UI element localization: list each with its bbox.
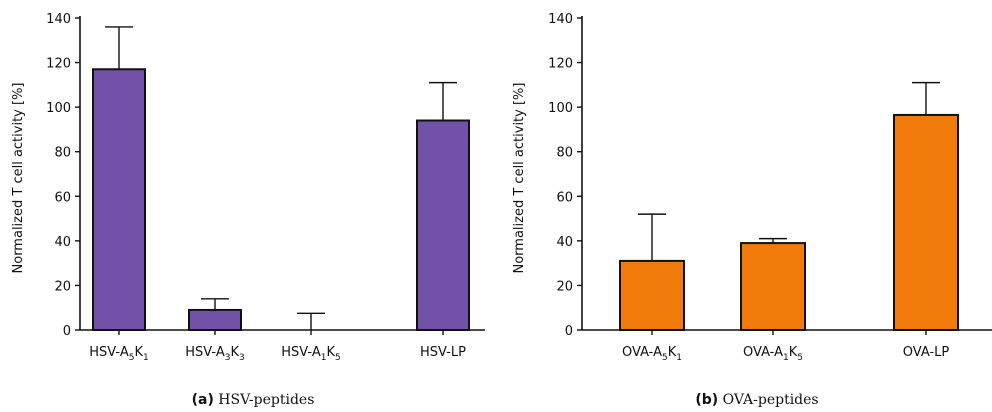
x-tick-label: HSV-A5K1 bbox=[89, 345, 148, 363]
bar bbox=[740, 242, 806, 331]
x-tick-label: OVA-LP bbox=[903, 345, 950, 360]
y-tick-label: 80 bbox=[556, 146, 573, 161]
y-tick-label: 140 bbox=[548, 12, 573, 27]
y-tick-label: 100 bbox=[548, 101, 573, 116]
panel-caption: (a) HSV-peptides bbox=[192, 392, 315, 408]
y-tick-label: 120 bbox=[548, 57, 573, 72]
x-tick-label: OVA-A5K1 bbox=[622, 345, 682, 363]
y-tick-label: 20 bbox=[54, 279, 71, 294]
panel-caption: (b) OVA-peptides bbox=[695, 392, 818, 408]
bar bbox=[893, 113, 959, 331]
y-tick-label: 60 bbox=[556, 190, 573, 205]
x-tick-label: HSV-LP bbox=[420, 345, 466, 360]
caption-letter: (b) bbox=[695, 392, 718, 408]
caption-text: OVA-peptides bbox=[718, 392, 818, 408]
caption-letter: (a) bbox=[192, 392, 214, 408]
y-tick-label: 80 bbox=[54, 146, 71, 161]
bar bbox=[188, 308, 242, 332]
y-tick-label: 60 bbox=[54, 190, 71, 205]
y-tick-label: 120 bbox=[46, 57, 71, 72]
y-axis-title: Normalized T cell activity [%] bbox=[11, 83, 26, 274]
x-tick-label: HSV-A1K5 bbox=[281, 345, 340, 363]
bar bbox=[416, 119, 470, 331]
bar bbox=[619, 259, 685, 331]
y-tick-label: 140 bbox=[46, 12, 71, 27]
x-tick-label: OVA-A1K5 bbox=[743, 345, 803, 363]
chart-panel-a: 0 20 40 60 80 100 120 140 Normalized T cell acti… bbox=[11, 12, 485, 408]
bar bbox=[92, 68, 146, 331]
chart-panel-b: 0 20 40 60 80 100 120 140 Normalized T cell acti… bbox=[512, 12, 992, 408]
y-tick-label: 20 bbox=[556, 279, 573, 294]
y-tick-label: 40 bbox=[556, 235, 573, 250]
caption-text: HSV-peptides bbox=[214, 392, 315, 408]
y-tick-label: 100 bbox=[46, 101, 71, 116]
x-tick-label: HSV-A3K3 bbox=[185, 345, 244, 363]
y-axis-title: Normalized T cell activity [%] bbox=[512, 83, 527, 274]
y-tick-label: 0 bbox=[565, 324, 573, 339]
y-tick-label: 0 bbox=[63, 324, 71, 339]
y-tick-label: 40 bbox=[54, 235, 71, 250]
